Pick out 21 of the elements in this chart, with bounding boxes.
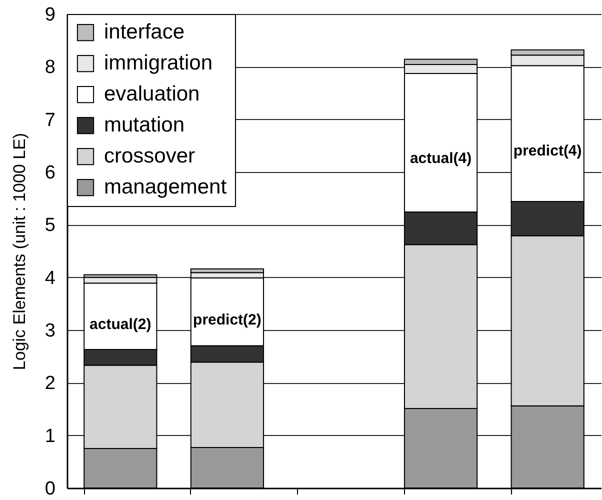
y-tick-label: 1: [44, 426, 56, 447]
legend-label: mutation: [104, 114, 185, 136]
y-tick-label: 6: [44, 162, 56, 184]
legend-label: interface: [104, 20, 185, 44]
y-tick-label: 3: [44, 320, 56, 342]
legend-label: immigration: [104, 52, 213, 74]
legend-label: evaluation: [104, 82, 200, 106]
y-tick-label: 7: [44, 110, 56, 131]
y-tick-label: 0: [44, 478, 56, 500]
x-tick-label: actual(4): [410, 150, 472, 167]
y-tick-label: 2: [44, 373, 56, 394]
y-tick-label: 4: [44, 268, 56, 289]
y-tick-label: 9: [44, 4, 56, 26]
x-tick-label: predict(2): [193, 311, 262, 328]
legend-label: crossover: [104, 144, 196, 168]
x-tick-label: predict(4): [513, 142, 582, 160]
y-axis-title: Logic Elements (unit : 1000 LE): [10, 132, 29, 370]
y-tick-label: 8: [44, 57, 56, 78]
x-tick-label: actual(2): [90, 316, 152, 333]
legend-label: management: [104, 176, 227, 198]
y-tick-label: 5: [44, 215, 56, 236]
